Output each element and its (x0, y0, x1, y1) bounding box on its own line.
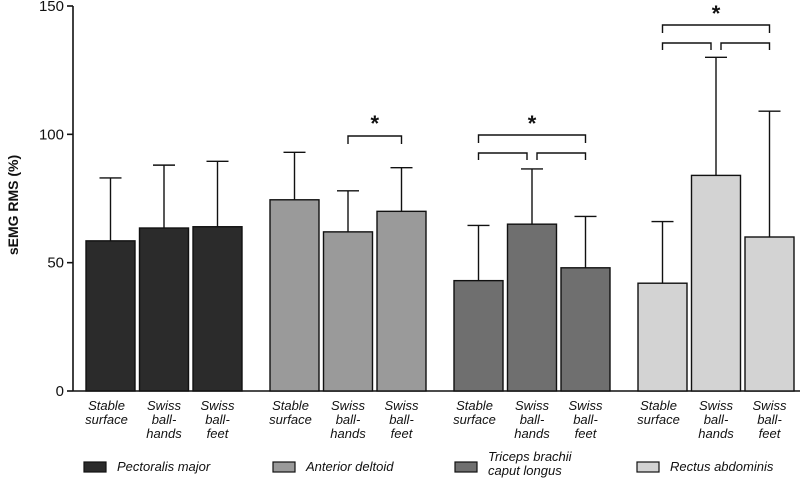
bar (506, 223, 558, 392)
y-axis-label: sEMG RMS (%) (5, 155, 21, 255)
legend-label: Triceps brachii caput longus (488, 449, 573, 478)
significance-bracket-outer (477, 134, 587, 143)
y-tick-label: 100 (39, 126, 64, 143)
legend-swatch (454, 461, 478, 473)
category-label: Stable surface (637, 398, 680, 427)
bar (192, 226, 243, 392)
bar (560, 267, 611, 392)
legend-item: Triceps brachii caput longus (454, 449, 573, 478)
legend-item: Pectoralis major (83, 459, 211, 474)
category-label: Swiss ball-feet (569, 398, 603, 441)
bar (322, 231, 374, 392)
significance-bracket (347, 135, 403, 144)
category-label: Swiss ball-hands (330, 398, 366, 441)
significance-bracket (536, 152, 587, 160)
y-tick-label: 0 (56, 383, 64, 400)
legend-item: Rectus abdominis (636, 459, 774, 474)
bar (138, 227, 190, 392)
bar (376, 210, 427, 392)
y-tick-label: 50 (47, 255, 64, 272)
y-tick-label: 150 (39, 0, 64, 15)
bar (637, 282, 688, 392)
bar (85, 240, 136, 392)
legend-label: Anterior deltoid (305, 459, 394, 474)
category-label: Swiss ball-hands (146, 398, 182, 441)
legend-swatch (272, 461, 296, 473)
significance-annotations: * * * (347, 1, 771, 160)
category-label: Stable surface (453, 398, 496, 427)
significance-bracket (661, 42, 712, 50)
significance-bracket (477, 152, 528, 160)
significance-bracket-outer (661, 24, 771, 33)
category-label: Swiss ball-hands (514, 398, 550, 441)
category-label: Stable surface (269, 398, 312, 427)
category-label: Swiss ball-feet (385, 398, 419, 441)
bar (269, 199, 320, 392)
category-label: Stable surface (85, 398, 128, 427)
bar (453, 279, 504, 392)
significance-star: * (528, 111, 537, 136)
category-label: Swiss ball-feet (201, 398, 235, 441)
legend-swatch (83, 461, 107, 473)
significance-bracket (720, 42, 771, 50)
bars (85, 56, 795, 392)
bar (744, 236, 795, 392)
category-label: Swiss ball-hands (698, 398, 734, 441)
legend: Pectoralis major Anterior deltoid Triceps … (83, 449, 774, 478)
legend-swatch (636, 461, 660, 473)
legend-item: Anterior deltoid (272, 459, 394, 474)
significance-star: * (370, 111, 379, 136)
bar (690, 174, 742, 392)
category-labels: Stable surface Swiss ball-hands Swiss ball-fe… (85, 398, 787, 441)
legend-label: Rectus abdominis (670, 459, 774, 474)
significance-star: * (712, 1, 721, 26)
legend-label: Pectoralis major (117, 459, 211, 474)
category-label: Swiss ball-feet (753, 398, 787, 441)
